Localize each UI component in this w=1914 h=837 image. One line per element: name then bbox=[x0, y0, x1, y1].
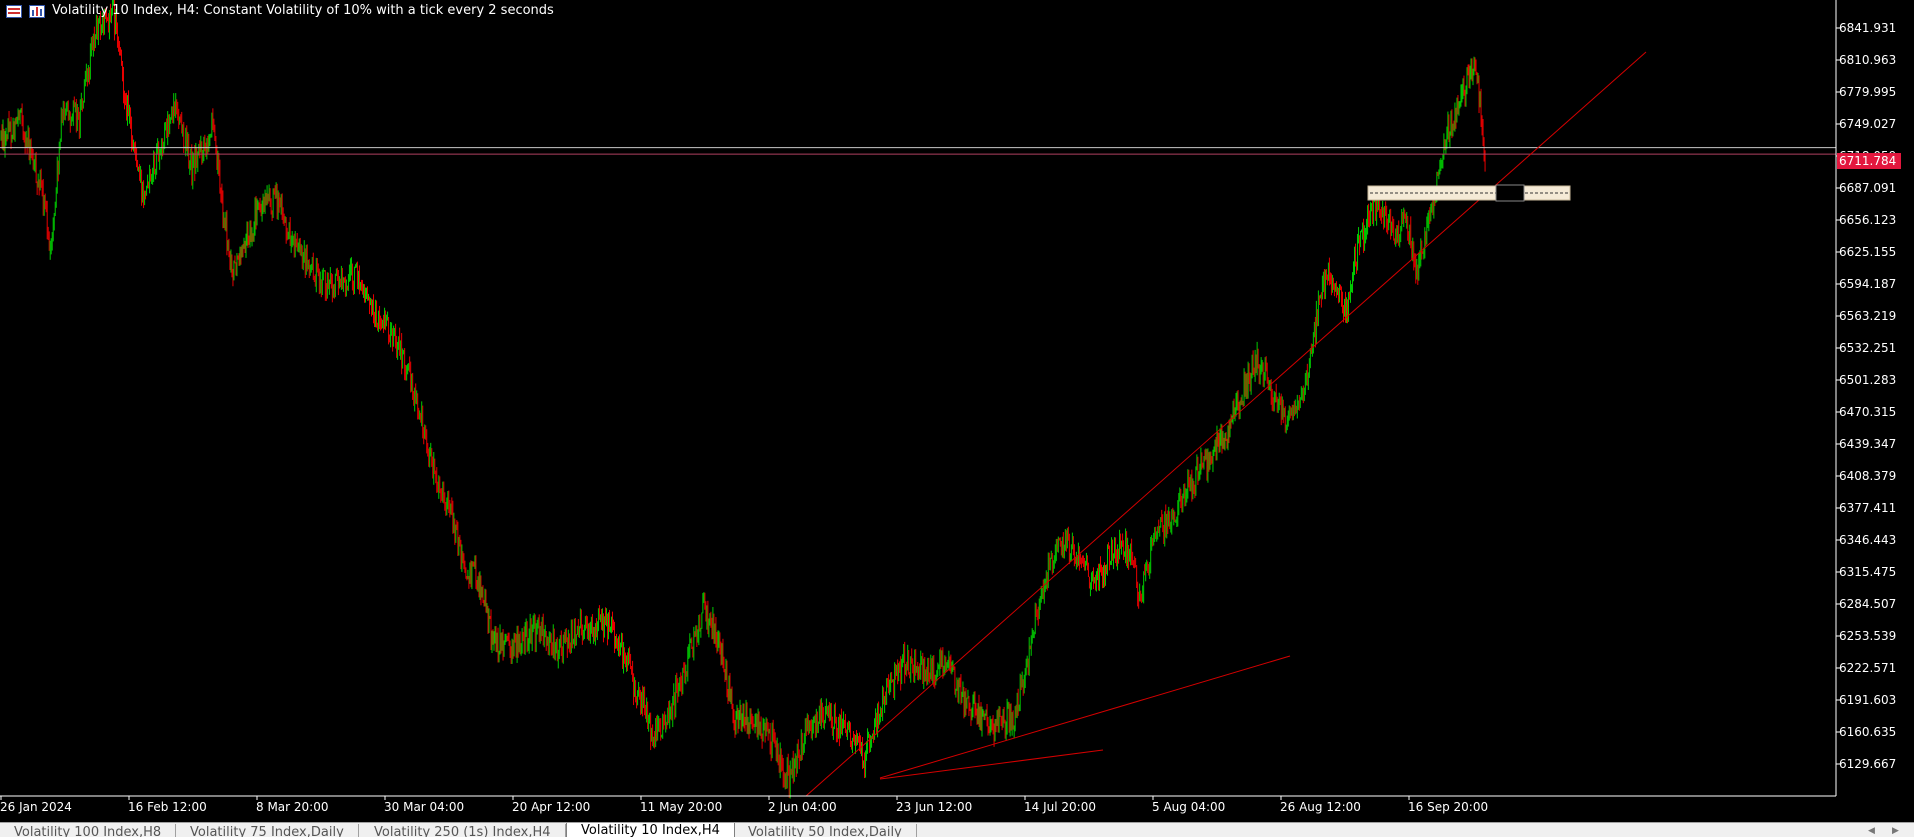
time-tick-label: 5 Aug 04:00 bbox=[1152, 800, 1225, 814]
chart-title-bar: Volatility 10 Index, H4: Constant Volati… bbox=[6, 2, 554, 20]
tabs-scroll-left-icon[interactable]: ◀ bbox=[1868, 826, 1875, 836]
time-axis: 26 Jan 2024 16 Feb 12:00 8 Mar 20:00 30 Mar… bbox=[0, 795, 1836, 814]
price-axis: 6841.9316810.9636779.9956749.0276718.059… bbox=[1835, 0, 1901, 796]
time-tick-label: 14 Jul 20:00 bbox=[1024, 800, 1096, 814]
trendline bbox=[879, 655, 1291, 779]
price-tick-label: 6129.667 bbox=[1839, 757, 1896, 771]
price-tick-label: 6841.931 bbox=[1839, 21, 1896, 35]
price-tick-label: 6501.283 bbox=[1839, 373, 1896, 387]
chart-tabs-bar: Volatility 100 Index,H8 Volatility 75 In… bbox=[0, 822, 1914, 837]
time-tick-label: 26 Jan 2024 bbox=[0, 800, 72, 814]
price-tick-label: 6160.635 bbox=[1839, 725, 1896, 739]
time-tick-label: 26 Aug 12:00 bbox=[1280, 800, 1361, 814]
price-tick-label: 6749.027 bbox=[1839, 117, 1896, 131]
price-tick-label: 6563.219 bbox=[1839, 309, 1896, 323]
time-tick-label: 8 Mar 20:00 bbox=[256, 800, 329, 814]
price-tick-label: 6408.379 bbox=[1839, 469, 1896, 483]
time-tick-label: 11 May 20:00 bbox=[640, 800, 722, 814]
tab-volatility-10[interactable]: Volatility 10 Index,H4 bbox=[566, 823, 735, 837]
tab-volatility-100[interactable]: Volatility 100 Index,H8 bbox=[0, 824, 177, 837]
time-tick-label: 20 Apr 12:00 bbox=[512, 800, 590, 814]
tabs-scroll-right-icon[interactable]: ▶ bbox=[1892, 826, 1899, 836]
tab-volatility-250[interactable]: Volatility 250 (1s) Index,H4 bbox=[360, 824, 566, 837]
chart-title: Volatility 10 Index, H4: Constant Volati… bbox=[52, 3, 554, 18]
current-price-tag bbox=[1837, 153, 1901, 169]
time-tick-label: 16 Sep 20:00 bbox=[1408, 800, 1488, 814]
time-tick-label: 30 Mar 04:00 bbox=[384, 800, 464, 814]
price-tick-label: 6594.187 bbox=[1839, 277, 1896, 291]
price-tick-label: 6284.507 bbox=[1839, 597, 1896, 611]
drawing-objects-layer bbox=[0, 51, 1836, 797]
candles-layer bbox=[0, 0, 1486, 799]
trendline bbox=[879, 749, 1104, 780]
price-tick-label: 6346.443 bbox=[1839, 533, 1896, 547]
list-icon[interactable] bbox=[6, 4, 23, 18]
tab-volatility-50[interactable]: Volatility 50 Index,Daily bbox=[734, 824, 917, 837]
price-tick-label: 6532.251 bbox=[1839, 341, 1896, 355]
time-tick-label: 16 Feb 12:00 bbox=[128, 800, 207, 814]
price-tick-label: 6687.091 bbox=[1839, 181, 1896, 195]
trendline bbox=[805, 51, 1647, 797]
supply-demand-zone bbox=[1367, 185, 1571, 201]
price-tick-label: 6470.315 bbox=[1839, 405, 1896, 419]
time-tick-label: 23 Jun 12:00 bbox=[896, 800, 972, 814]
zone-marker-box bbox=[1495, 184, 1525, 202]
price-tick-label: 6191.603 bbox=[1839, 693, 1896, 707]
price-tick-label: 6222.571 bbox=[1839, 661, 1896, 675]
price-tick-label: 6253.539 bbox=[1839, 629, 1896, 643]
chart-icon[interactable] bbox=[29, 4, 46, 18]
price-tick-label: 6779.995 bbox=[1839, 85, 1896, 99]
price-tick-label: 6315.475 bbox=[1839, 565, 1896, 579]
current-price-label: 6711.784 bbox=[1839, 154, 1896, 168]
price-tick-label: 6377.411 bbox=[1839, 501, 1896, 515]
price-tick-label: 6810.963 bbox=[1839, 53, 1896, 67]
price-tick-label: 6656.123 bbox=[1839, 213, 1896, 227]
tab-volatility-75[interactable]: Volatility 75 Index,Daily bbox=[176, 824, 359, 837]
price-tick-label: 6625.155 bbox=[1839, 245, 1896, 259]
price-tick-label: 6439.347 bbox=[1839, 437, 1896, 451]
time-tick-label: 2 Jun 04:00 bbox=[768, 800, 837, 814]
